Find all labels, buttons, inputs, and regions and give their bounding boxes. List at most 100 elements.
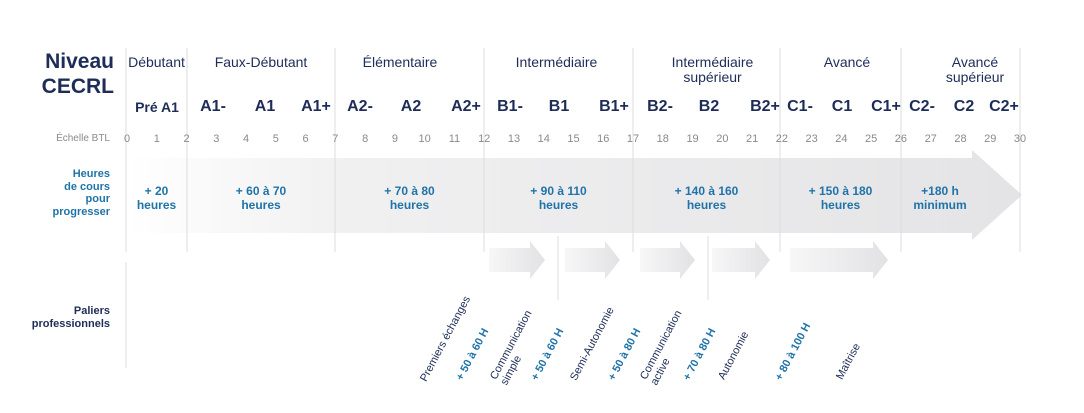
sublevel-b1-minus: B1- — [497, 98, 523, 115]
scale-tick: 10 — [418, 133, 431, 145]
scale-tick: 13 — [507, 133, 521, 145]
scale-tick: 29 — [984, 133, 997, 145]
scale-tick: 9 — [391, 133, 398, 145]
category-faux-debutant: Faux-Débutant — [214, 54, 308, 70]
sublevel-b1: B1 — [548, 98, 570, 115]
hours-line: + 150 à 180 — [808, 184, 873, 198]
sublevel-b2: B2 — [698, 98, 720, 115]
palier-arrow — [790, 241, 888, 279]
category-line: Avancé — [951, 54, 999, 70]
hours-debutant: + 20 heures — [126, 184, 187, 212]
scale-tick: 4 — [243, 133, 250, 145]
scale-tick: 28 — [954, 133, 967, 145]
sublevel-a1: A1 — [254, 98, 276, 115]
sublevel-c2: C2 — [953, 98, 975, 115]
hours-faux-debutant: + 60 à 70 heures — [187, 184, 335, 212]
scale-tick: 3 — [213, 133, 220, 145]
hours-line: +180 h — [921, 184, 959, 198]
sublevel-a2-minus: A2- — [347, 98, 373, 115]
hours-row-label: Heures de cours pour progresser — [10, 168, 110, 218]
scale-tick: 24 — [835, 133, 848, 145]
scale-tick: 15 — [567, 133, 580, 145]
hours-line: heures — [686, 198, 727, 212]
palier-arrows — [489, 241, 888, 279]
sublevel-b2-plus: B2+ — [750, 98, 780, 115]
hours-line: heures — [136, 198, 177, 212]
category-line: Intermédiaire — [671, 54, 754, 70]
category-debutant: Débutant — [128, 54, 185, 70]
label-line: de cours — [64, 180, 110, 193]
scale-tick: 17 — [626, 133, 640, 145]
category-avance: Avancé — [823, 54, 871, 70]
hours-elementaire: + 70 à 80 heures — [335, 184, 484, 212]
category-line: supérieur — [945, 69, 1005, 85]
sublevel-label: Pré A1 — [135, 99, 179, 115]
scale-label: Échelle BTL — [56, 133, 110, 144]
label-line: professionnels — [31, 317, 110, 330]
hours-line: heures — [820, 198, 861, 212]
category-intermediaire-superieur: Intermédiaire supérieur — [640, 55, 785, 85]
scale-tick: 2 — [183, 133, 190, 145]
sublevel-b1-plus: B1+ — [599, 98, 629, 115]
hours-intermediaire: + 90 à 110 heures — [484, 184, 633, 212]
hours-line: heures — [389, 198, 430, 212]
palier-arrow — [565, 241, 620, 279]
category-avance-superieur: Avancé supérieur — [920, 55, 1030, 85]
sublevel-pre-a1: Pré A1 — [128, 98, 186, 117]
sublevel-a1-minus: A1- — [200, 98, 226, 115]
scale-tick: 25 — [865, 133, 878, 145]
category-elementaire: Élémentaire — [362, 54, 438, 70]
scale-tick: 11 — [448, 133, 461, 145]
scale-tick: 8 — [362, 133, 369, 145]
palier-arrow — [640, 241, 695, 279]
hours-line: + 20 — [144, 184, 169, 198]
hours-line: + 90 à 110 — [530, 184, 587, 198]
scale-tick: 7 — [332, 133, 339, 145]
hours-line: heures — [241, 198, 281, 212]
scale-tick: 23 — [805, 133, 818, 145]
title-line1: Niveau — [45, 50, 114, 73]
sublevel-c2-minus: C2- — [909, 98, 935, 115]
sublevel-c2-plus: C2+ — [989, 98, 1019, 115]
sublevel-a1-plus: A1+ — [301, 98, 331, 115]
scale-tick: 14 — [537, 133, 550, 145]
label-line: progresser — [52, 205, 110, 218]
paliers-row-label: Paliers professionnels — [10, 305, 110, 330]
scale-tick: 16 — [597, 133, 610, 145]
scale-tick: 0 — [123, 133, 131, 145]
scale-tick: 27 — [924, 133, 937, 145]
scale-tick: 19 — [686, 133, 699, 145]
scale-tick: 21 — [745, 133, 759, 145]
sublevel-a2-plus: A2+ — [451, 98, 481, 115]
separator-lines — [125, 48, 1021, 368]
label-line: Heures — [72, 168, 110, 180]
hours-intermediaire-superieur: + 140 à 160 heures — [633, 184, 780, 212]
sublevel-a2: A2 — [400, 98, 422, 115]
hours-line: + 140 à 160 — [674, 184, 739, 198]
hours-avance: + 150 à 180 heures — [780, 184, 901, 212]
sublevel-b2-minus: B2- — [647, 98, 673, 115]
niveau-cecrl-title: Niveau CECRL — [34, 49, 114, 99]
scale-tick: 26 — [894, 133, 908, 145]
progression-arrow — [126, 150, 1022, 240]
label-line: Paliers — [73, 305, 110, 317]
category-line: supérieur — [683, 69, 742, 85]
hours-line: + 60 à 70 — [235, 184, 287, 198]
palier-arrow — [712, 241, 770, 279]
palier-arrow — [489, 241, 545, 279]
sublevel-c1: C1 — [831, 98, 853, 115]
scale-tick: 20 — [716, 133, 729, 145]
title-line2: CECRL — [41, 75, 114, 98]
hours-avance-superieur: +180 h minimum — [901, 184, 979, 212]
label-line: pour — [85, 193, 110, 205]
sublevel-c1-plus: C1+ — [871, 98, 901, 115]
sublevel-c1-minus: C1- — [787, 98, 813, 115]
category-intermediaire: Intermédiaire — [515, 54, 598, 70]
hours-line: + 70 à 80 — [384, 184, 435, 198]
scale-tick: 18 — [656, 133, 669, 145]
scale-tick: 30 — [1013, 133, 1027, 145]
scale-tick: 6 — [302, 133, 309, 145]
scale-tick: 1 — [153, 133, 160, 145]
scale-tick: 12 — [478, 133, 491, 145]
